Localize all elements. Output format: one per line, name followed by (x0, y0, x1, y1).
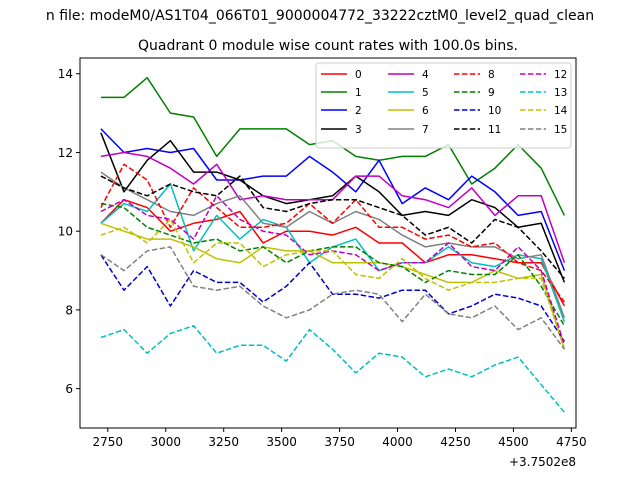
series-line-3 (100, 132, 566, 283)
legend-label-3: 3 (355, 124, 362, 136)
series-line-6 (100, 222, 566, 350)
y-tick-label: 14 (58, 67, 73, 81)
x-tick-label: 4500 (498, 435, 529, 449)
x-tick-label: 4000 (382, 435, 413, 449)
legend-label-9: 9 (488, 87, 495, 99)
legend-label-2: 2 (355, 105, 362, 117)
series-line-10 (100, 254, 566, 342)
x-axis: 2750 3000 3250 3500 3750 4000 4250 4500 4750 (93, 428, 587, 449)
x-offset-label: +3.7502e8 (509, 455, 576, 469)
legend-label-12: 12 (554, 69, 567, 81)
series-line-11 (100, 175, 565, 279)
series-line-7 (100, 171, 566, 319)
y-tick-label: 8 (65, 303, 73, 317)
x-tick-label: 3000 (150, 435, 181, 449)
series-line-14 (100, 218, 566, 350)
plot-area (100, 76, 566, 413)
y-tick-label: 10 (58, 225, 73, 239)
chart-title: Quadrant 0 module wise count rates with … (138, 38, 518, 54)
legend-label-14: 14 (554, 105, 568, 117)
legend-label-10: 10 (488, 105, 501, 117)
series-line-13 (100, 324, 565, 413)
legend-label-13: 13 (554, 87, 567, 99)
series-line-15 (100, 246, 566, 350)
legend-label-0: 0 (355, 69, 362, 81)
x-tick-label: 4750 (556, 435, 587, 449)
legend-label-8: 8 (488, 69, 495, 81)
x-tick-label: 4250 (440, 435, 471, 449)
x-tick-label: 3500 (266, 435, 297, 449)
axes-frame (79, 57, 577, 429)
y-axis: 6 8 10 12 14 (58, 67, 80, 396)
legend-label-5: 5 (422, 87, 429, 99)
x-tick-label: 2750 (93, 435, 124, 449)
legend-label-11: 11 (488, 124, 501, 136)
series-line-5 (100, 183, 566, 322)
x-tick-label: 3250 (208, 435, 239, 449)
y-tick-label: 12 (58, 146, 73, 160)
legend-label-6: 6 (422, 105, 429, 117)
file-title: n file: modeM0/AS1T04_066T01_9000004772_… (46, 8, 594, 24)
series-line-9 (100, 202, 566, 327)
y-tick-label: 6 (65, 382, 73, 396)
x-tick-label: 3750 (324, 435, 355, 449)
legend-label-15: 15 (554, 124, 567, 136)
legend-label-4: 4 (422, 69, 429, 81)
legend-box (315, 62, 572, 149)
series-line-0 (100, 198, 566, 307)
legend-label-1: 1 (355, 87, 362, 99)
series-line-8 (100, 163, 566, 303)
legend-label-7: 7 (422, 124, 429, 136)
